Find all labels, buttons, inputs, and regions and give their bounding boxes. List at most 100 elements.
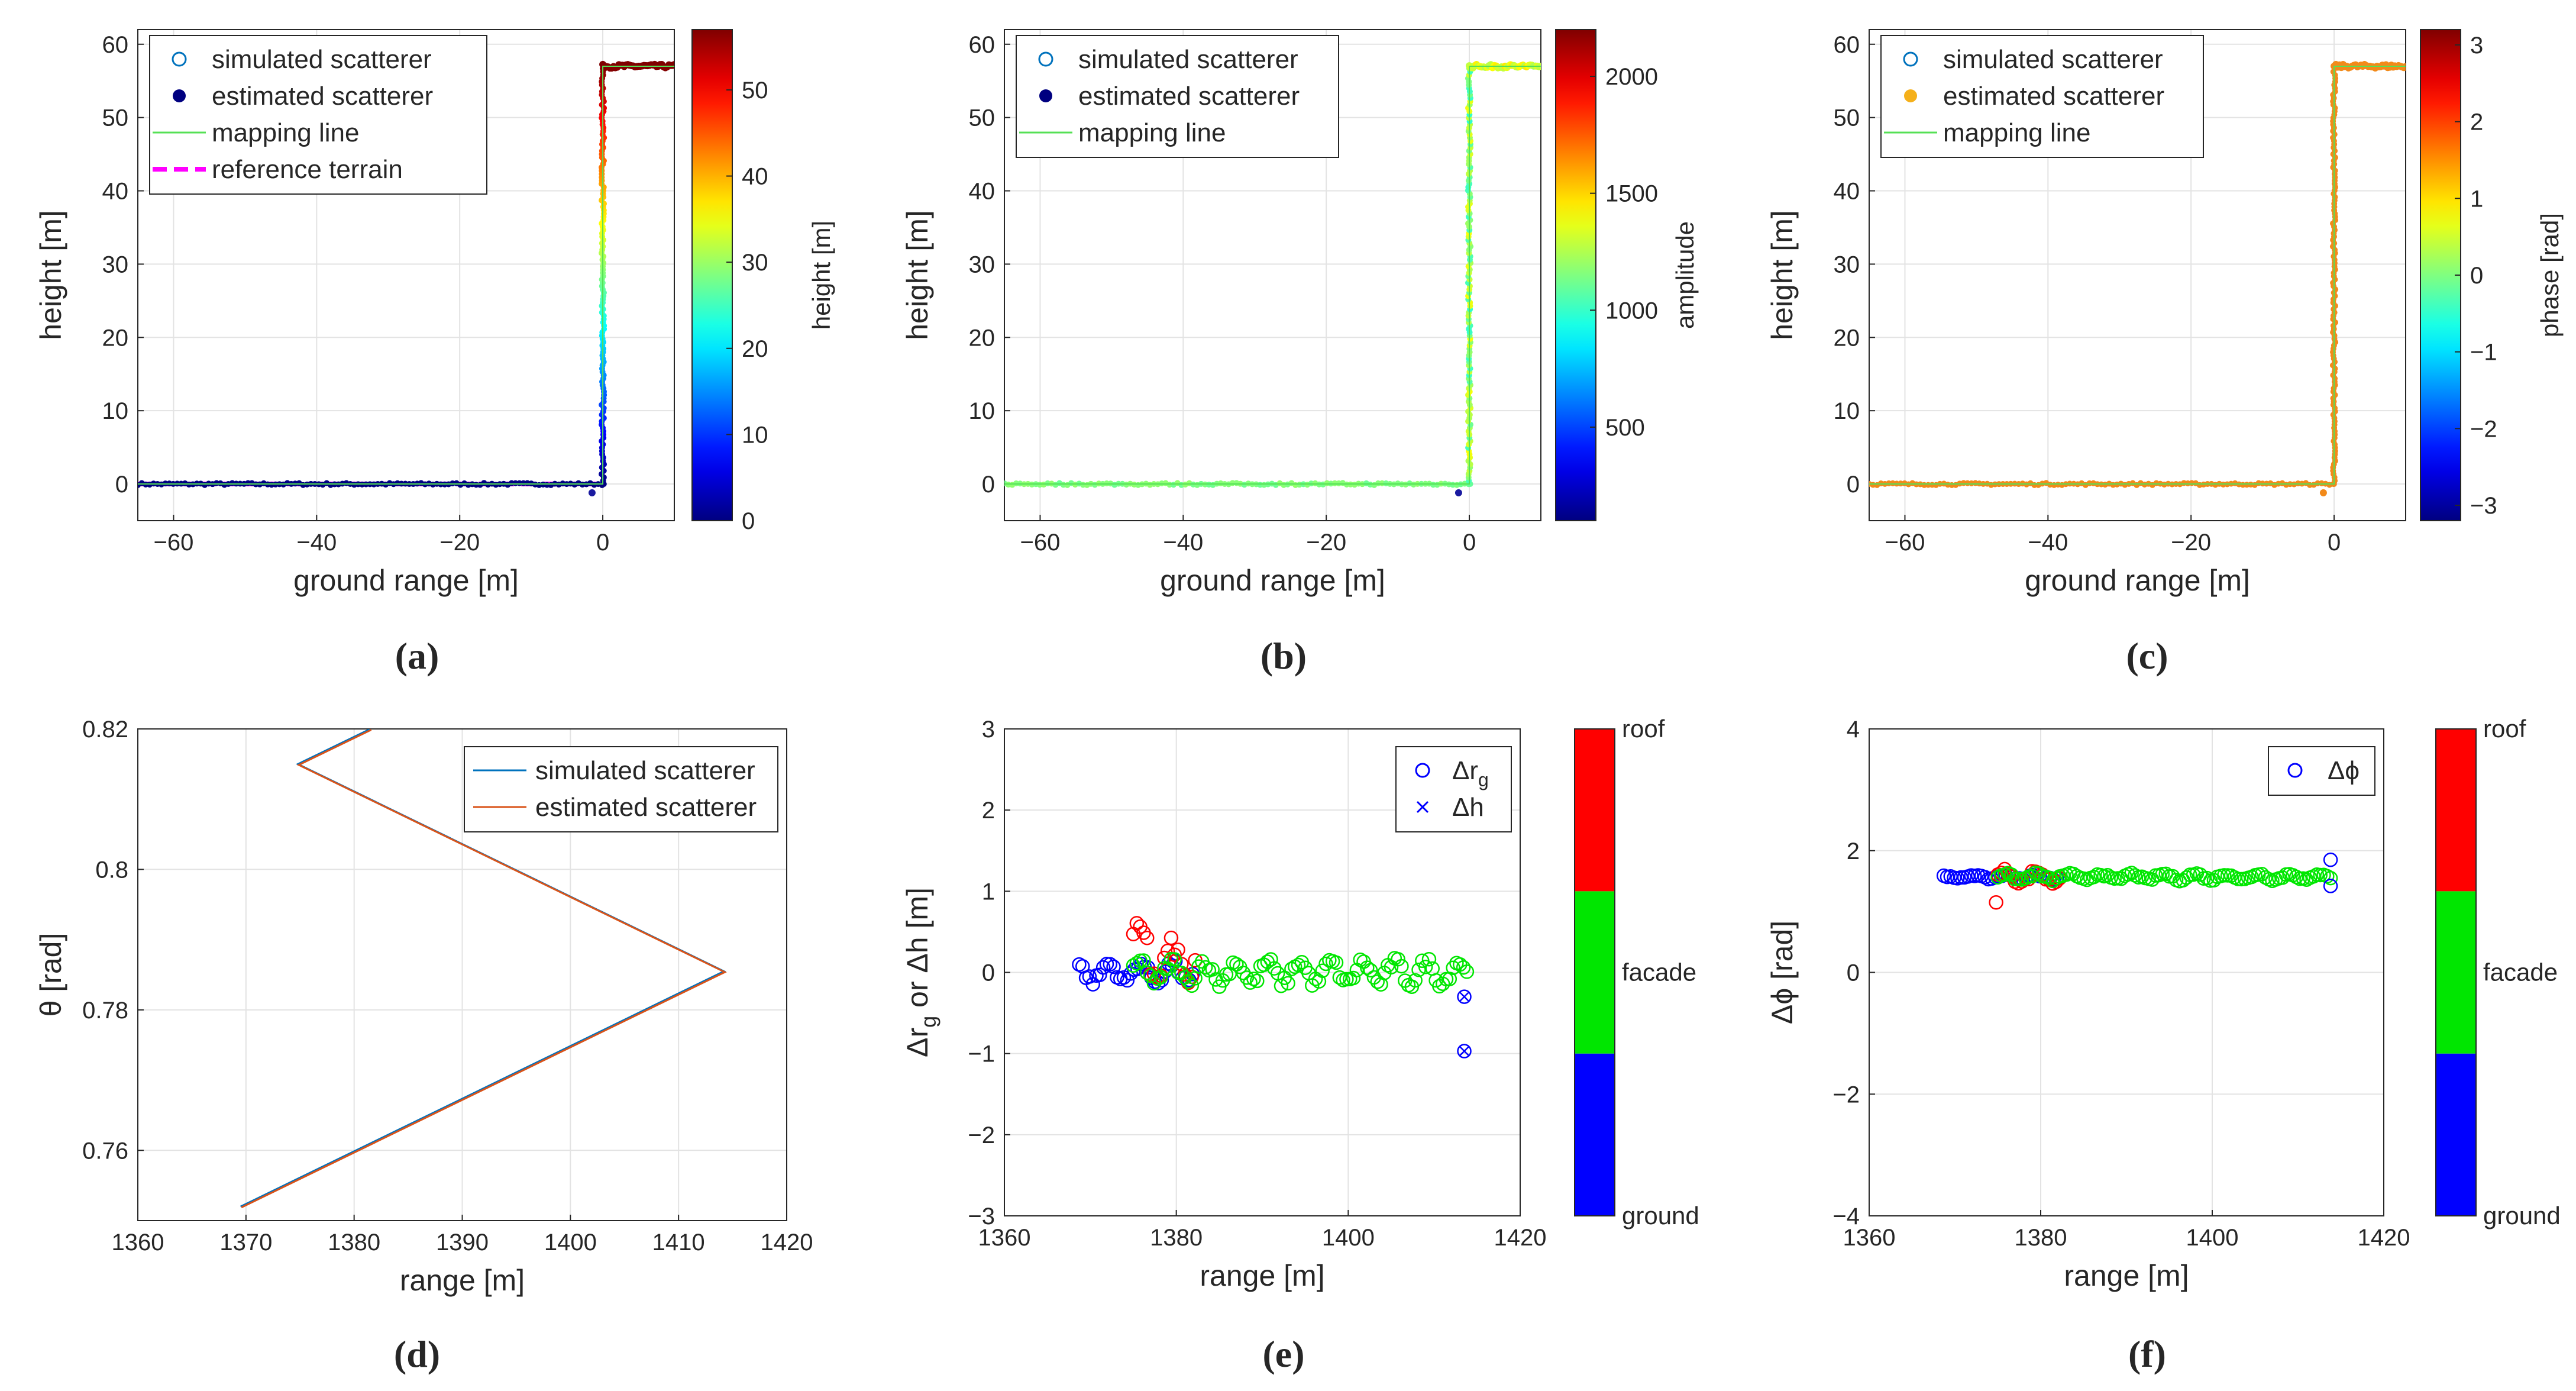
roof-point	[1129, 916, 1145, 931]
colorbar-label: amplitude	[1671, 221, 1699, 329]
x-tick-label: 1370	[219, 1229, 272, 1256]
y-tick-label: 0	[115, 472, 128, 498]
facade-point	[1363, 963, 1378, 978]
facade-point	[1421, 951, 1437, 967]
axes-box	[1004, 728, 1521, 1216]
ground-point	[1120, 973, 1135, 988]
colorbar-label-facade: facade	[2483, 958, 2558, 986]
facade-point	[2158, 866, 2173, 882]
roof-point	[1157, 950, 1172, 966]
legend-marker-open-circle	[2287, 763, 2303, 778]
y-tick-label: −2	[968, 1122, 995, 1148]
x-tick-label: −20	[2171, 530, 2211, 556]
y-tick-label: 50	[969, 105, 996, 131]
facade-point	[1250, 973, 1265, 989]
y-axis-label: height [m]	[1766, 210, 1799, 340]
panel-caption: (b)	[1260, 635, 1307, 677]
y-tick-label: −4	[1832, 1203, 1860, 1229]
outlier-point	[1457, 1044, 1472, 1058]
facade-point	[1318, 956, 1333, 972]
roof-point	[1140, 931, 1155, 945]
ground-point	[1116, 970, 1132, 985]
facade-point	[1311, 974, 1327, 989]
colorbar-tick-label: 500	[1605, 415, 1645, 441]
x-tick-label: −60	[1020, 530, 1061, 556]
colorbar-label-ground: ground	[1622, 1202, 1699, 1229]
y-tick-label: 0.8	[95, 857, 128, 883]
ground-point	[1106, 959, 1121, 974]
data-layer	[1936, 852, 2338, 910]
y-tick-label: 60	[969, 32, 996, 58]
legend-box	[2268, 746, 2375, 796]
facade-point	[2128, 868, 2142, 883]
x-tick-label: 1360	[1843, 1225, 1896, 1251]
outlier-cross	[1459, 992, 1469, 1002]
ground-point	[1103, 957, 1118, 972]
facade-point	[1281, 976, 1295, 991]
ground-point	[1953, 870, 1969, 885]
panel-f: 1360 1380 1400 1420 −4 −2 0 2 4 range [m] Δϕ [rad]…	[1766, 715, 2561, 1375]
legend-marker-filled-circle	[1039, 89, 1052, 102]
facade-point	[1315, 963, 1330, 978]
colorbar	[691, 29, 733, 521]
legend-marker-cross	[1416, 801, 1429, 814]
colorbar-segment-roof	[1575, 729, 1615, 892]
y-tick-label: 60	[1834, 32, 1860, 58]
legend-marker-filled-circle	[173, 89, 186, 102]
roof-point	[1171, 942, 1185, 957]
colorbar-tick-label: 1	[2470, 186, 2483, 212]
colorbar-label: phase [rad]	[2536, 213, 2564, 337]
legend-label: mapping line	[212, 118, 360, 147]
colorbar-label-facade: facade	[1622, 958, 1696, 986]
x-tick-label: −40	[296, 530, 337, 556]
y-tick-label: 30	[1834, 251, 1860, 277]
colorbar-tick-label: −3	[2470, 493, 2497, 519]
facade-point	[2313, 867, 2328, 883]
outlier-point	[1455, 489, 1462, 496]
y-tick-label: 20	[969, 325, 996, 351]
facade-point	[1418, 960, 1433, 974]
axes-box	[1004, 29, 1541, 521]
facade-point	[1391, 951, 1405, 967]
y-tick-label: 40	[969, 179, 996, 205]
colorbar-tick-label: 50	[742, 78, 768, 104]
facade-point	[2200, 870, 2215, 886]
x-tick-label: 1360	[978, 1225, 1031, 1251]
legend-marker-open-circle	[1903, 51, 1918, 67]
x-tick-label: 1380	[2015, 1225, 2067, 1251]
colorbar-frame	[1574, 728, 1615, 1216]
colorbar-tick-label: 0	[2470, 263, 2483, 289]
legend-label: reference terrain	[212, 155, 403, 184]
x-tick-label: 1400	[1322, 1225, 1375, 1251]
colorbar-frame	[2435, 728, 2477, 1216]
data-layer	[1004, 61, 1541, 496]
colorbar-tick-label: 20	[742, 336, 768, 362]
x-tick-label: 1410	[652, 1229, 705, 1256]
x-tick-label: 1380	[328, 1229, 380, 1256]
outlier-point	[2319, 489, 2327, 496]
data-layer	[1869, 60, 2406, 496]
y-tick-label: 2	[982, 798, 995, 824]
x-tick-label: −20	[1306, 530, 1346, 556]
y-tick-label: −2	[1832, 1082, 1860, 1108]
panel-b: −60 −40 −20 0 0 10 20 30 40 50 60 ground range [m] h…	[901, 29, 1699, 677]
x-tick-label: 1420	[761, 1229, 813, 1256]
colorbar-tick-label: 40	[742, 164, 768, 190]
colorbar-segment-facade	[1575, 891, 1615, 1054]
facade-point	[1291, 957, 1306, 973]
y-tick-label: 2	[1847, 838, 1860, 864]
colorbar-tick-label: 1000	[1605, 298, 1658, 324]
legend-label: estimated scatterer	[1943, 82, 2164, 111]
axes-box	[137, 728, 787, 1221]
facade-point	[1284, 961, 1299, 977]
y-tick-label: −3	[968, 1203, 995, 1229]
y-tick-label: 3	[982, 717, 995, 743]
panel-d: 1360 1370 1380 1390 1400 1410 1420 0.76 0.78 0.8 0…	[34, 717, 813, 1375]
y-axis-label: height [m]	[34, 210, 67, 340]
y-tick-label: 20	[102, 325, 129, 351]
legend-box	[1395, 746, 1512, 832]
colorbar-segment-ground	[1575, 1053, 1615, 1216]
facade-point	[2179, 870, 2194, 885]
ground-point	[1072, 957, 1087, 972]
